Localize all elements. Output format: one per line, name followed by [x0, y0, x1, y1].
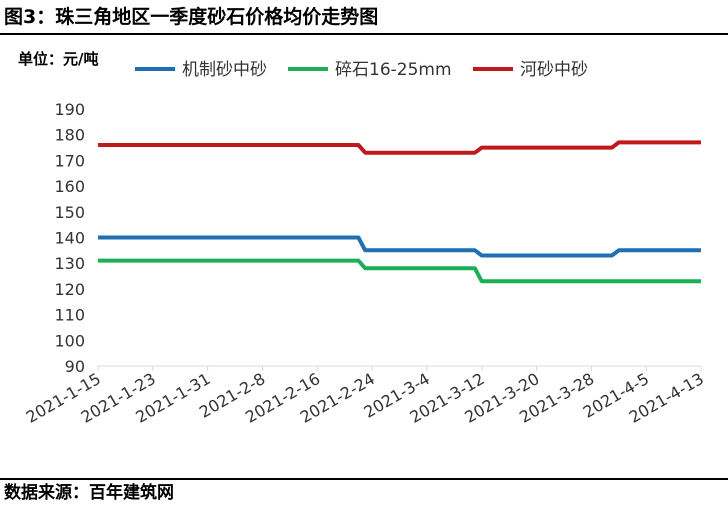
y-axis: 90 100 110 120 130 140 150 160 170 180 190 [54, 100, 85, 376]
unit-label: 单位：元/吨 [18, 50, 98, 68]
y-tick-label: 170 [54, 151, 85, 170]
y-tick-label: 130 [54, 254, 85, 273]
top-divider [0, 33, 728, 35]
y-tick-label: 140 [54, 229, 85, 248]
y-tick-label: 100 [54, 331, 85, 350]
legend-label-1: 机制砂中砂 [182, 60, 267, 80]
x-axis: 2021-1-152021-1-232021-1-312021-2-82021-… [23, 365, 707, 427]
series-line-1 [98, 235, 701, 258]
series-line-3 [98, 140, 701, 155]
y-tick-label: 120 [54, 280, 85, 299]
y-tick-label: 150 [54, 203, 85, 222]
data-source: 数据来源：百年建筑网 [4, 483, 174, 503]
chart-title: 图3：珠三角地区一季度砂石价格均价走势图 [4, 6, 379, 28]
legend-label-3: 河砂中砂 [520, 60, 588, 80]
series-line-2 [98, 258, 701, 284]
y-tick-label: 90 [65, 357, 85, 376]
legend-label-2: 碎石16-25mm [335, 60, 452, 80]
y-tick-label: 110 [54, 306, 85, 325]
y-tick-label: 160 [54, 177, 85, 196]
y-tick-label: 190 [54, 100, 85, 119]
y-tick-label: 180 [54, 126, 85, 145]
bottom-divider [0, 478, 728, 480]
line-chart: 单位：元/吨 机制砂中砂 碎石16-25mm 河砂中砂 90 100 110 120 130… [18, 50, 707, 427]
legend: 机制砂中砂 碎石16-25mm 河砂中砂 [135, 60, 588, 80]
series-group [98, 140, 701, 284]
